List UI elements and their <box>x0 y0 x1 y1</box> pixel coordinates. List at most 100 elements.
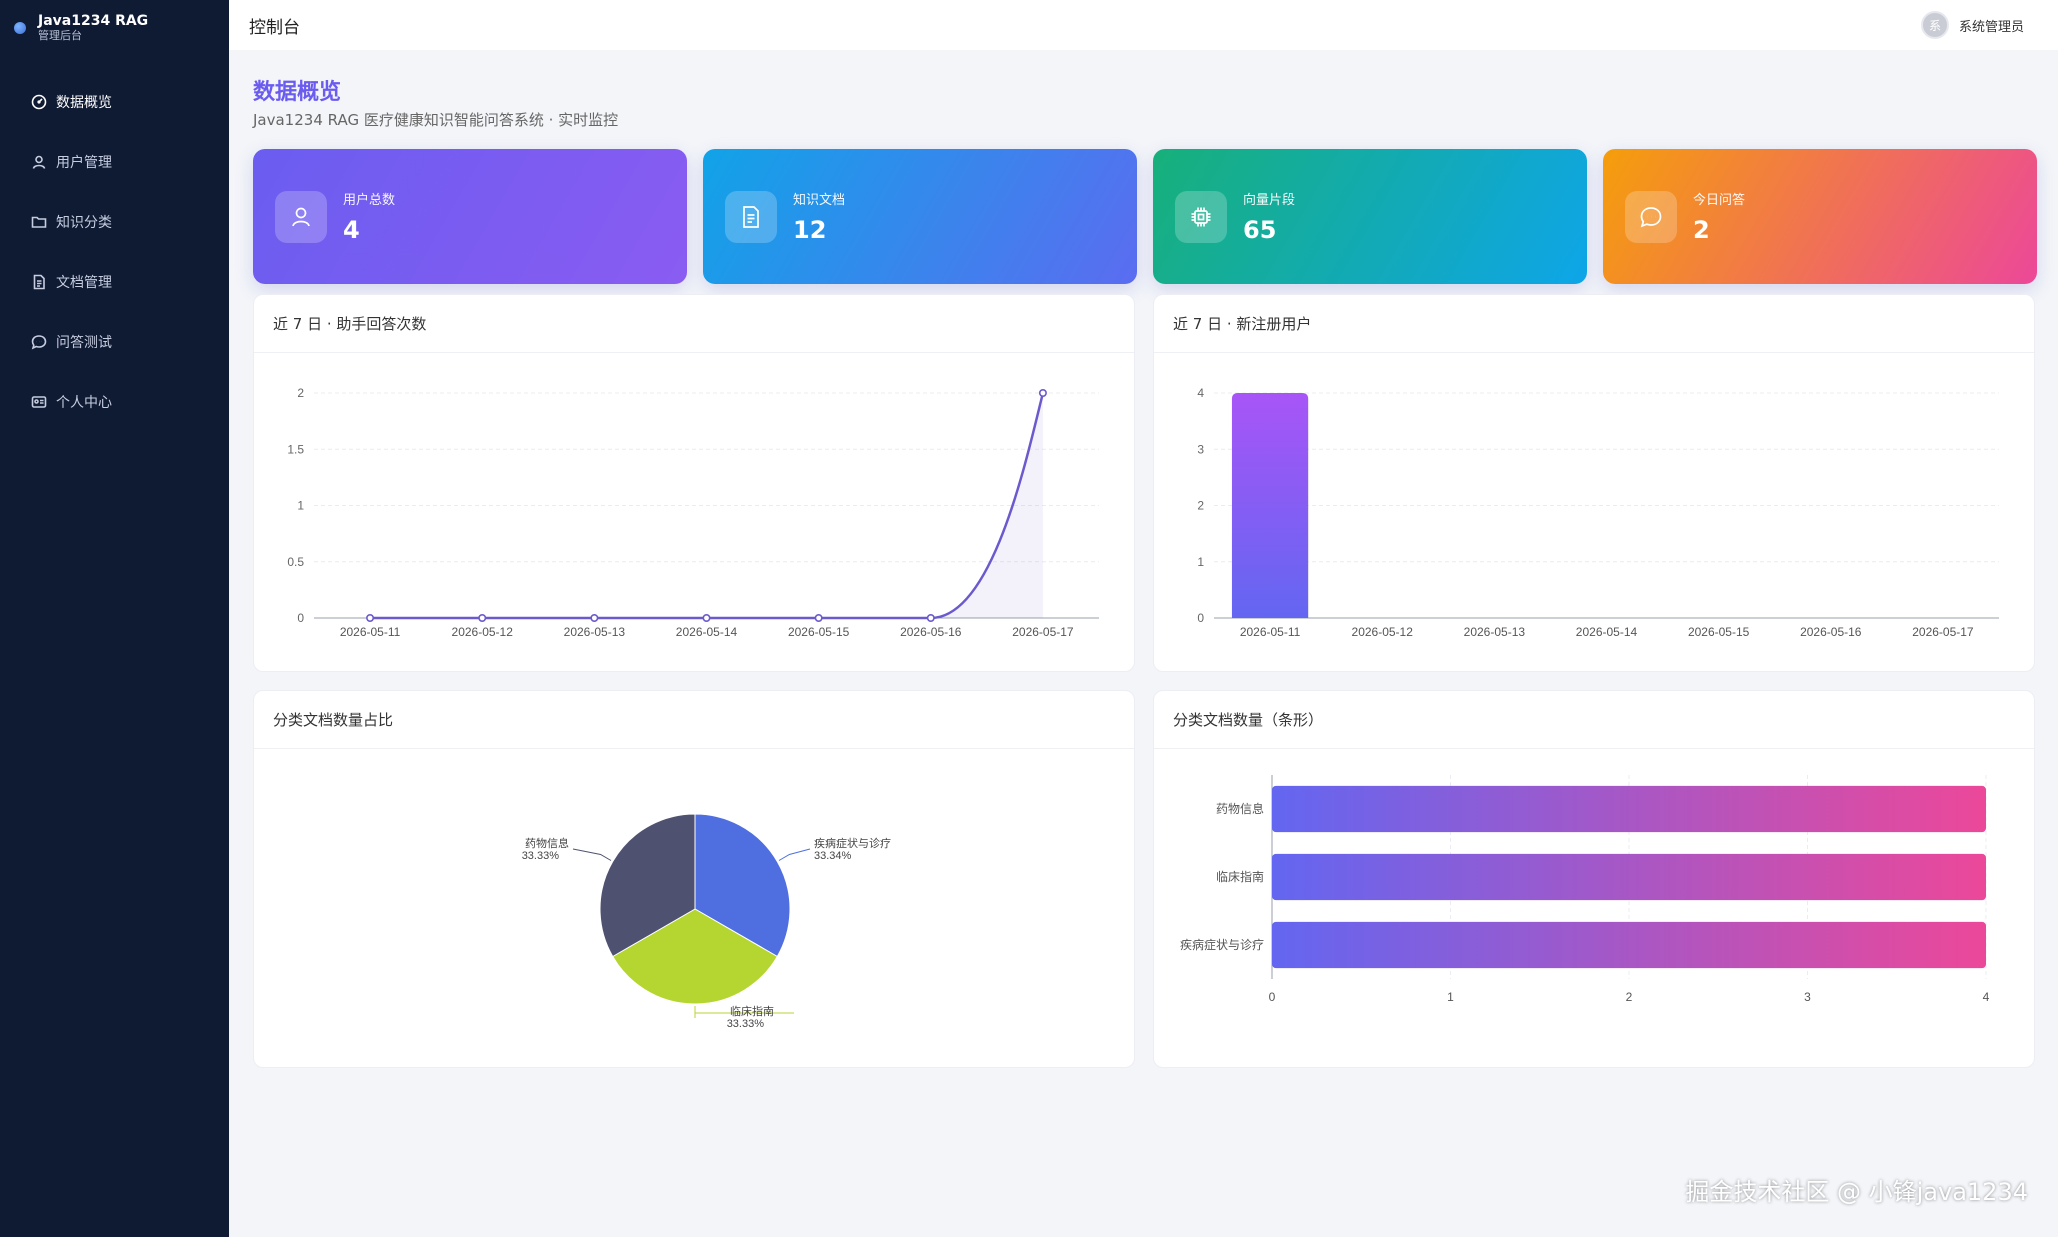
y-tick-label: 4 <box>1197 386 1204 400</box>
sidebar-item-label: 个人中心 <box>56 395 112 411</box>
sidebar-item-label: 用户管理 <box>56 155 112 171</box>
page-title: 数据概览 <box>253 80 342 105</box>
y-tick-label: 临床指南 <box>1216 869 1264 884</box>
brand: Java1234 RAG 管理后台 <box>0 0 229 56</box>
document-icon <box>33 274 45 290</box>
header-title: 控制台 <box>249 17 300 38</box>
avatar[interactable]: 系 <box>1920 11 1949 39</box>
y-tick-label: 2 <box>297 386 304 400</box>
card-title: 近 7 日 · 新注册用户 <box>1154 295 2034 353</box>
stat-label: 今日问答 <box>1693 193 1746 208</box>
data-point <box>478 613 487 622</box>
x-tick-label: 2026-05-11 <box>340 625 401 639</box>
sidebar-item-profile[interactable]: 个人中心 <box>0 372 229 432</box>
chip-icon <box>1175 190 1227 243</box>
slice-percent: 33.34% <box>814 850 852 862</box>
label-line <box>694 1006 794 1018</box>
data-point <box>926 613 935 622</box>
bar <box>1231 393 1309 618</box>
sidebar-item-dashboard[interactable]: 数据概览 <box>0 72 229 132</box>
x-tick-label: 2026-05-14 <box>676 625 738 639</box>
user-icon <box>32 155 46 169</box>
x-tick-label: 2026-05-17 <box>1912 625 1974 639</box>
sidebar-item-documents[interactable]: 文档管理 <box>0 252 229 312</box>
stat-card-users: 用户总数 4 <box>253 149 687 284</box>
logo-icon <box>14 22 26 34</box>
user-icon <box>275 190 327 243</box>
x-tick-label: 2026-05-14 <box>1576 625 1638 639</box>
bar <box>1272 921 1986 969</box>
pie-slice <box>694 813 791 958</box>
sidebar-item-users[interactable]: 用户管理 <box>0 132 229 192</box>
user-menu[interactable]: 系 系统管理员 <box>1920 11 2024 39</box>
hbar-chart-card: 分类文档数量（条形） 0 1 2 3 4 药物信息临床指南疾病症状与诊疗 <box>1153 690 2035 1068</box>
sidebar: Java1234 RAG 管理后台 数据概览 用户管理 知识分类 文档管理 问答… <box>0 0 229 1237</box>
x-tick-label: 0 <box>1269 990 1276 1004</box>
gauge-icon <box>31 94 47 110</box>
sidebar-item-categories[interactable]: 知识分类 <box>0 192 229 252</box>
x-tick-label: 3 <box>1804 990 1811 1004</box>
top-header: 控制台 系 系统管理员 <box>229 0 2058 50</box>
card-title: 分类文档数量占比 <box>254 691 1134 749</box>
main-content: 数据概览 Java1234 RAG 医疗健康知识智能问答系统 · 实时监控 用户… <box>229 50 2058 1237</box>
bar-chart: 0 1 2 3 4 2026-05-11 2026-05-12 2026-05-13 2026-… <box>1197 386 1999 639</box>
series-line <box>370 392 1045 620</box>
stat-value: 12 <box>793 216 827 244</box>
y-tick-label: 疾病症状与诊疗 <box>1180 937 1264 952</box>
data-point <box>366 613 375 622</box>
x-tick-label: 4 <box>1983 990 1990 1004</box>
stat-card-today-qa: 今日问答 2 <box>1603 149 2037 284</box>
data-point <box>702 613 711 622</box>
id-card-icon <box>31 396 47 408</box>
stat-value: 4 <box>343 216 360 244</box>
sidebar-item-label: 问答测试 <box>56 335 112 351</box>
y-tick-label: 药物信息 <box>1216 801 1264 816</box>
y-tick-label: 1 <box>297 499 304 513</box>
user-name[interactable]: 系统管理员 <box>1958 19 2024 35</box>
pie-chart-card: 分类文档数量占比 疾病症状与诊疗 33.34% 临床指南 33.33% 药物信息 33.3… <box>253 690 1135 1068</box>
y-tick-label: 0 <box>297 611 304 625</box>
brand-title: Java1234 RAG <box>38 13 149 29</box>
folder-icon <box>31 216 47 228</box>
slice-label: 药物信息 <box>525 836 569 850</box>
data-point <box>1038 388 1047 397</box>
x-tick-label: 2026-05-16 <box>1800 625 1862 639</box>
watermark: 掘金技术社区 @ 小锋java1234 <box>1685 1178 2028 1206</box>
x-tick-label: 2026-05-11 <box>1240 625 1301 639</box>
sidebar-item-label: 知识分类 <box>56 215 112 231</box>
y-tick-label: 3 <box>1197 442 1204 456</box>
stat-label: 向量片段 <box>1243 193 1296 208</box>
y-tick-label: 1.5 <box>287 442 304 456</box>
y-tick-label: 0 <box>1197 611 1204 625</box>
x-tick-label: 2026-05-12 <box>1352 625 1414 639</box>
pie-slice <box>612 908 778 1005</box>
card-title: 分类文档数量（条形） <box>1154 691 2034 749</box>
x-tick-label: 2026-05-17 <box>1012 625 1074 639</box>
bar-chart-card: 近 7 日 · 新注册用户 0 1 2 3 4 2026-05-11 2026-05-12 2… <box>1153 294 2035 672</box>
label-line <box>572 848 612 861</box>
pie-slice <box>599 813 696 958</box>
document-icon <box>725 190 777 243</box>
x-tick-label: 1 <box>1447 990 1454 1004</box>
x-tick-label: 2026-05-15 <box>1688 625 1750 639</box>
bar <box>1272 853 1986 901</box>
y-tick-label: 2 <box>1197 499 1204 513</box>
stat-card-documents: 知识文档 12 <box>703 149 1137 284</box>
slice-percent: 33.33% <box>727 1018 765 1030</box>
slice-label: 临床指南 <box>730 1004 774 1018</box>
x-tick-label: 2 <box>1626 990 1633 1004</box>
x-tick-label: 2026-05-16 <box>900 625 962 639</box>
stat-label: 知识文档 <box>793 193 846 208</box>
sidebar-nav: 数据概览 用户管理 知识分类 文档管理 问答测试 个人中心 <box>0 72 229 432</box>
y-tick-label: 0.5 <box>287 555 304 569</box>
sidebar-item-label: 文档管理 <box>56 275 112 291</box>
bar <box>1272 785 1986 833</box>
stat-label: 用户总数 <box>343 193 396 208</box>
sidebar-item-qa-test[interactable]: 问答测试 <box>0 312 229 372</box>
x-tick-label: 2026-05-12 <box>452 625 514 639</box>
line-area <box>370 393 1043 618</box>
brand-subtitle: 管理后台 <box>38 29 82 42</box>
page-subtitle: Java1234 RAG 医疗健康知识智能问答系统 · 实时监控 <box>253 111 619 129</box>
